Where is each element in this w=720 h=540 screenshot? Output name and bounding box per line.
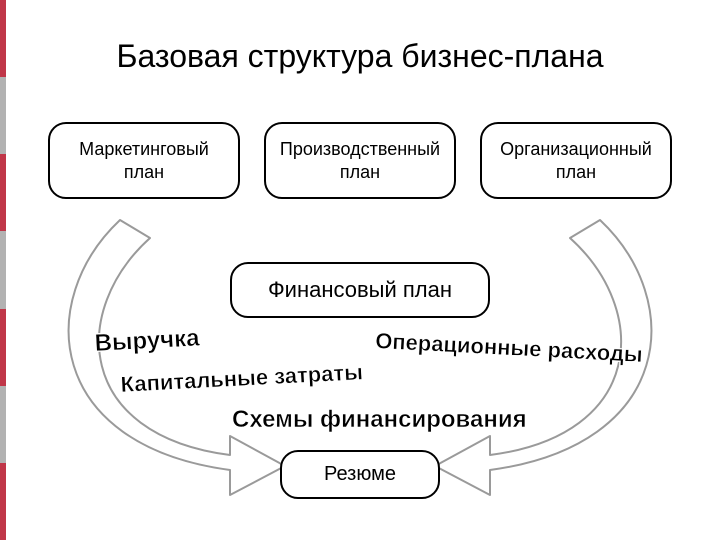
box-organizational: Организационныйплан — [480, 122, 672, 199]
page-title: Базовая структура бизнес-плана — [0, 38, 720, 75]
box-production: Производственныйплан — [264, 122, 456, 199]
wordart-revenue: Выручка — [94, 325, 200, 358]
box-label: Маркетинговыйплан — [79, 138, 209, 183]
wordart-opex: Операционные расходы — [375, 328, 644, 368]
stripe-seg — [0, 463, 6, 540]
stripe-seg — [0, 154, 6, 231]
top-row: Маркетинговыйплан Производственныйплан О… — [48, 122, 672, 199]
stripe-seg — [0, 231, 6, 308]
wordart-financing: Схемы финансирования — [232, 406, 527, 434]
left-accent-stripe — [0, 0, 6, 540]
wordart-capex: Капитальные затраты — [120, 359, 364, 398]
stripe-seg — [0, 309, 6, 386]
box-label: Производственныйплан — [280, 138, 440, 183]
stripe-seg — [0, 77, 6, 154]
stripe-seg — [0, 386, 6, 463]
box-label: Резюме — [324, 463, 396, 485]
box-resume: Резюме — [280, 450, 440, 499]
box-marketing: Маркетинговыйплан — [48, 122, 240, 199]
box-label: Организационныйплан — [500, 138, 652, 183]
box-label: Финансовый план — [268, 277, 452, 302]
box-financial: Финансовый план — [230, 262, 490, 318]
